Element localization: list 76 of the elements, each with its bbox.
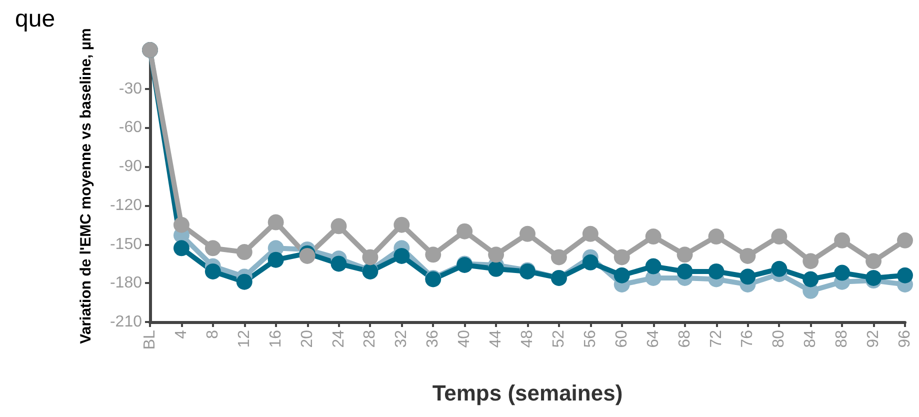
point	[268, 252, 284, 268]
point	[740, 268, 756, 285]
x-tick-label: 16	[267, 330, 284, 348]
chart-title: que	[15, 6, 56, 32]
y-tick-label: -210	[110, 314, 142, 330]
point	[268, 214, 284, 230]
point	[645, 258, 662, 274]
point	[394, 248, 410, 264]
x-tick-label: 56	[582, 330, 599, 348]
point	[425, 246, 442, 263]
point	[456, 223, 473, 240]
point	[866, 253, 882, 270]
point	[834, 264, 850, 281]
x-tick-label: 68	[676, 330, 694, 348]
x-tick-label: 36	[424, 330, 442, 348]
point	[204, 263, 221, 280]
x-tick-label: 8	[204, 330, 222, 339]
point	[362, 249, 378, 266]
point	[802, 253, 819, 270]
point	[740, 248, 756, 264]
point	[708, 228, 724, 245]
x-tick-label: 32	[393, 330, 410, 348]
x-tick-label: 60	[613, 330, 630, 348]
point	[614, 249, 630, 266]
point	[834, 232, 850, 248]
point	[330, 256, 347, 272]
y-tick-label: -90	[118, 158, 142, 176]
x-tick-label: 52	[550, 330, 568, 348]
x-tick-label: 80	[770, 330, 788, 348]
point	[897, 267, 913, 284]
point	[614, 267, 630, 284]
x-tick-label: 64	[644, 330, 662, 348]
point	[582, 226, 598, 242]
y-tick-label: -150	[110, 236, 142, 253]
x-tick-label: 28	[362, 330, 379, 348]
x-axis-title: Temps (semaines)	[432, 380, 623, 406]
x-tick-label: 88	[834, 330, 851, 348]
point	[582, 254, 598, 270]
point	[520, 226, 536, 242]
point	[676, 246, 693, 263]
point	[394, 216, 410, 233]
point	[488, 260, 504, 277]
point	[676, 263, 693, 280]
y-tick-label: -60	[118, 119, 142, 136]
y-tick-label: -120	[110, 196, 142, 214]
x-tick-label: 84	[802, 330, 820, 348]
y-axis-title: Variation de l'EMC moyenne vs baseline, µm	[78, 28, 94, 344]
point	[236, 274, 252, 290]
x-tick-label: 96	[896, 330, 914, 348]
point	[550, 249, 567, 266]
x-tick-label: BL	[142, 330, 158, 350]
y-tick-label: -30	[118, 80, 142, 98]
point	[488, 246, 504, 263]
point	[173, 216, 190, 233]
point	[330, 218, 347, 234]
y-tick-label: -180	[110, 274, 142, 292]
point	[236, 244, 252, 260]
x-tick-label: 24	[330, 330, 348, 348]
point	[204, 240, 221, 256]
x-tick-label: 48	[519, 330, 536, 348]
point	[897, 232, 913, 248]
x-tick-label: 92	[865, 330, 882, 348]
x-tick-label: 44	[488, 330, 505, 348]
point	[645, 228, 662, 245]
x-tick-label: 4	[172, 330, 190, 339]
x-tick-label: 76	[739, 330, 756, 348]
x-tick-label: 12	[236, 330, 253, 348]
x-tick-label: 72	[708, 330, 725, 348]
point	[802, 271, 819, 288]
point	[771, 260, 788, 277]
point	[173, 240, 190, 256]
point	[771, 228, 788, 245]
x-tick-label: 40	[456, 330, 474, 348]
point	[866, 270, 882, 286]
x-tick-label: 20	[298, 330, 316, 348]
point	[708, 263, 724, 280]
